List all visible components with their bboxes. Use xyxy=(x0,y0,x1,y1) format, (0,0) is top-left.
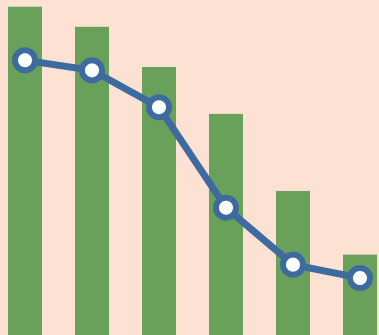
line-markers xyxy=(12,47,373,292)
line-point xyxy=(79,57,105,84)
line-point xyxy=(213,194,239,221)
line-point xyxy=(12,47,38,74)
bar xyxy=(209,113,243,335)
line-point xyxy=(146,94,172,121)
line-point xyxy=(347,265,373,292)
line-point xyxy=(280,251,306,278)
